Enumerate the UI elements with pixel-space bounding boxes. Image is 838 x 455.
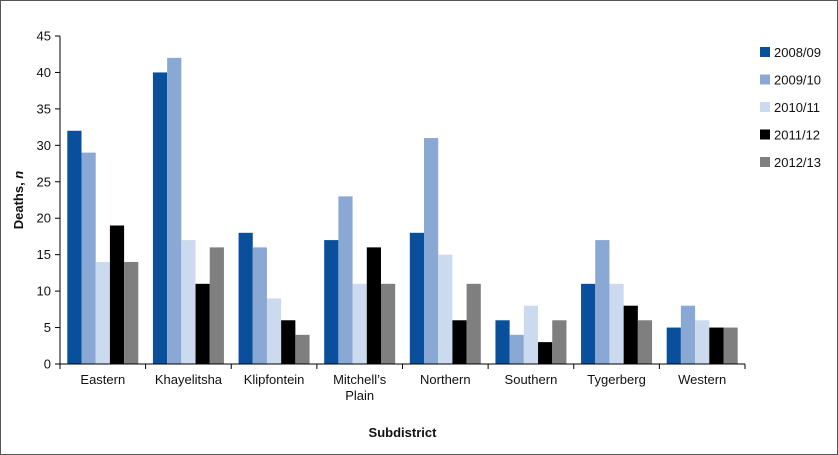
bar-2010-11-0: [95, 261, 110, 364]
bar-2011-12-4: [452, 320, 467, 364]
y-tick-label: 0: [44, 357, 51, 372]
bar-2008-09-3: [324, 240, 339, 364]
bar-2008-09-0: [67, 130, 82, 364]
y-tick-label: 35: [37, 101, 51, 116]
y-tick-label: 20: [37, 211, 51, 226]
legend-swatch: [760, 102, 770, 112]
bar-2008-09-6: [581, 283, 596, 364]
bar-2010-11-6: [609, 283, 624, 364]
y-tick-label: 5: [44, 320, 51, 335]
x-category-label: Klipfontein: [244, 372, 305, 387]
legend-label: 2008/09: [774, 45, 821, 60]
bar-2009-10-0: [81, 152, 96, 364]
legend: 2008/09 2009/10 2010/11 2011/12 2012/13: [760, 45, 821, 170]
bar-2009-10-1: [167, 57, 182, 365]
bars-layer: [67, 57, 738, 365]
bar-2008-09-2: [238, 232, 253, 364]
x-category-label: Northern: [420, 372, 471, 387]
legend-swatch: [760, 47, 770, 57]
bar-2012-13-4: [466, 283, 481, 364]
bar-2010-11-7: [695, 320, 710, 364]
bar-2010-11-1: [181, 240, 196, 364]
bar-2011-12-5: [538, 342, 553, 364]
bar-2011-12-1: [195, 283, 210, 364]
legend-swatch: [760, 157, 770, 167]
legend-label: 2009/10: [774, 73, 821, 88]
bar-2010-11-3: [352, 283, 367, 364]
y-tick-label: 30: [37, 138, 51, 153]
x-axis-title: Subdistrict: [369, 425, 438, 440]
y-ticks-layer: 0 5 10 15 20 25 30 35 40 45: [37, 29, 60, 372]
bar-2008-09-5: [495, 320, 510, 364]
bar-2009-10-2: [252, 247, 267, 364]
x-category-label: Eastern: [80, 372, 125, 387]
legend-swatch: [760, 129, 770, 140]
x-category-label: Mitchell’s Plain: [333, 372, 387, 403]
bar-2009-10-5: [509, 334, 524, 364]
bar-2012-13-0: [124, 261, 139, 364]
y-tick-label: 25: [37, 174, 51, 189]
bar-2010-11-5: [523, 305, 539, 364]
bar-2009-10-7: [680, 305, 696, 364]
bar-2010-11-2: [266, 298, 282, 364]
bar-2012-13-2: [295, 334, 310, 364]
y-tick-label: 15: [37, 247, 51, 262]
x-category-label: Southern: [505, 372, 558, 387]
legend-label: 2012/13: [774, 155, 821, 170]
bar-2011-12-2: [281, 320, 296, 364]
y-tick-label: 40: [37, 65, 51, 80]
legend-label: 2010/11: [774, 100, 820, 115]
bar-2009-10-3: [338, 196, 353, 364]
bar-2012-13-3: [380, 283, 396, 364]
bar-2011-12-0: [109, 225, 125, 364]
bar-2012-13-1: [209, 247, 224, 364]
x-category-label: Tygerberg: [587, 372, 646, 387]
y-tick-label: 10: [37, 284, 51, 299]
bar-2012-13-5: [552, 320, 567, 364]
bar-2008-09-7: [666, 327, 681, 364]
y-axis-title: Deaths, n: [11, 171, 26, 230]
bar-2010-11-4: [438, 254, 453, 364]
y-tick-label: 45: [37, 29, 51, 44]
bar-2011-12-3: [366, 247, 381, 364]
bar-2012-13-7: [723, 327, 738, 364]
bar-2011-12-6: [623, 305, 638, 364]
bar-2012-13-6: [637, 320, 653, 364]
x-category-layer: Eastern Khayelitsha Klipfontein Mitchell’s P…: [80, 372, 726, 403]
bar-2009-10-4: [424, 138, 439, 364]
bar-2011-12-7: [709, 327, 724, 364]
bar-2008-09-1: [152, 72, 168, 364]
x-category-label: Western: [678, 372, 726, 387]
bar-2009-10-6: [595, 240, 610, 364]
axes-layer: [59, 36, 746, 369]
legend-swatch: [760, 74, 770, 85]
legend-label: 2011/12: [774, 128, 820, 143]
bar-2008-09-4: [409, 232, 425, 364]
x-category-label: Khayelitsha: [155, 372, 223, 387]
